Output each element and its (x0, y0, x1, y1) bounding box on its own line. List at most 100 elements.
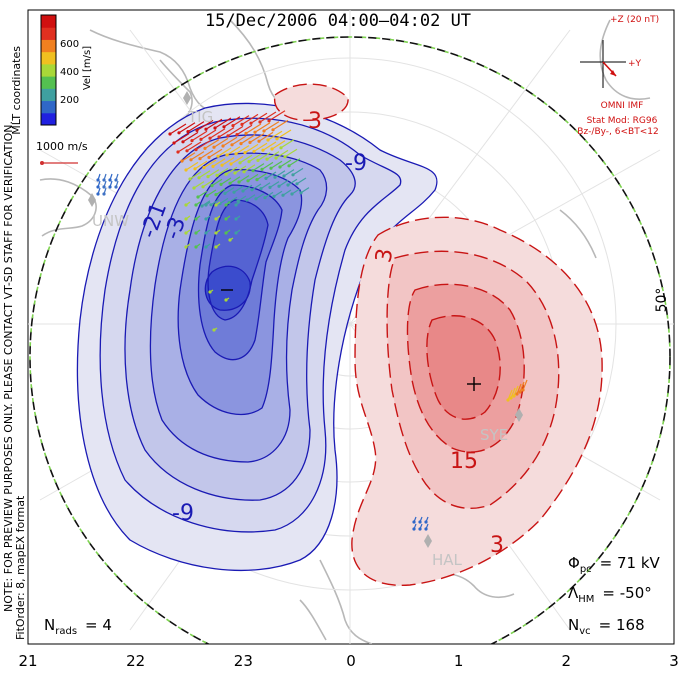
velocity-vector (223, 116, 241, 128)
velocity-vector (287, 178, 298, 186)
stat-lambda: ΛHM = -50° (568, 584, 652, 605)
velocity-vector (230, 155, 244, 165)
velocity-vector-origin (96, 185, 100, 189)
velocity-vector (233, 185, 244, 193)
velocity-vector (173, 133, 190, 144)
velocity-vector-origin (209, 203, 213, 207)
velocity-vector (272, 119, 289, 131)
velocity-vector (260, 182, 271, 190)
velocity-vector-origin (210, 184, 214, 188)
velocity-vector (519, 381, 525, 393)
velocity-vector (203, 159, 217, 169)
velocity-vector-origin (243, 151, 247, 155)
velocity-vector-origin (248, 140, 252, 144)
velocity-vector-origin (207, 155, 211, 159)
colorbar-swatch (41, 51, 56, 65)
colorbar-border (40, 14, 57, 126)
velocity-vector (284, 148, 298, 158)
velocity-vector-origin (205, 194, 209, 198)
imf-z-label: +Z (20 nT) (610, 15, 659, 25)
velocity-vector-origin (260, 167, 264, 171)
velocity-vector (216, 167, 229, 176)
velocity-vector-origin (208, 136, 212, 140)
colorbar-swatch (41, 39, 56, 53)
positive-contours (273, 83, 603, 586)
velocity-vector-origin (233, 171, 237, 175)
velocity-vector-origin (277, 184, 281, 188)
velocity-vector-origin (194, 245, 198, 249)
velocity-vector-origin (228, 238, 232, 242)
velocity-vector-origin (424, 527, 428, 531)
hm-boundary-green (29, 36, 671, 644)
velocity-vector-origin (269, 166, 273, 170)
velocity-vector-origin (217, 135, 221, 139)
velocity-vector (178, 122, 196, 134)
velocity-vector (234, 165, 247, 174)
velocity-vector-origin (299, 191, 303, 195)
velocity-vector-origin (506, 398, 510, 402)
x-tick-label: 2 (562, 652, 572, 670)
velocity-vector-origin (291, 173, 295, 177)
velocity-vector-origin (282, 174, 286, 178)
velocity-vector (236, 124, 253, 136)
velocity-vector-origin (193, 167, 197, 171)
x-axis: 21 22 23 0 1 2 3 (18, 652, 678, 670)
velocity-vector (256, 172, 268, 181)
side-note-fitorder: FitOrder: 8, mapEX format (14, 495, 27, 640)
imf-condition: Bz-/By-, 6<BT<12 (577, 127, 658, 137)
velocity-vector (244, 143, 259, 154)
velocity-vector-origin (208, 290, 212, 294)
reference-vector-label: 1000 m/s (36, 140, 88, 153)
contour-label-neg-4: -9 (172, 501, 194, 526)
velocity-vector-origin (241, 189, 245, 193)
velocity-vector-origin (195, 128, 199, 132)
colorbar-swatch (41, 15, 56, 28)
velocity-vector-origin (264, 176, 268, 180)
velocity-vectors (96, 110, 528, 531)
velocity-vector-origin (232, 190, 236, 194)
velocity-vector-origin (204, 217, 208, 221)
velocity-vector (189, 171, 202, 180)
velocity-vector-origin (234, 152, 238, 156)
velocity-vector (227, 125, 244, 137)
velocity-vector-origin (234, 203, 238, 207)
station-marker-hal (424, 534, 432, 548)
velocity-vector-origin (203, 146, 207, 150)
velocity-vector-origin (242, 170, 246, 174)
velocity-vector-origin (271, 128, 275, 132)
velocity-vector-origin (247, 160, 251, 164)
velocity-vector (199, 149, 214, 160)
velocity-vector-origin (192, 186, 196, 190)
velocity-vector (262, 141, 277, 151)
velocity-vector-origin (190, 139, 194, 143)
velocity-vector (250, 112, 268, 124)
velocity-vector (257, 152, 271, 161)
velocity-vector-origin (225, 153, 229, 157)
velocity-vector-origin (226, 134, 230, 138)
velocity-vector (211, 178, 223, 187)
colorbar-swatch (41, 27, 56, 40)
negative-contours (76, 102, 438, 572)
velocity-vector-origin (214, 203, 218, 207)
station-label-unw: UNW (92, 212, 129, 230)
velocity-vector (177, 142, 193, 153)
velocity-vector-origin (114, 185, 118, 189)
colorbar-swatch (41, 63, 56, 77)
velocity-vector-origin (215, 173, 219, 177)
imf-clock: +Z (20 nT) +Y OMNI IMF Stat Mod: RG96 Bz… (577, 15, 659, 137)
velocity-vector-origin (224, 298, 228, 302)
velocity-vector (224, 187, 235, 194)
velocity-vector-origin (102, 185, 106, 189)
contour-label-neg-1: -9 (345, 151, 367, 176)
colorbar-swatch (41, 112, 56, 126)
velocity-vector (212, 158, 226, 167)
velocity-vector-origin (213, 126, 217, 130)
velocity-vector (195, 140, 211, 151)
velocity-vector-origin (250, 188, 254, 192)
velocity-vector-origin (194, 217, 198, 221)
velocity-vector-origin (214, 231, 218, 235)
velocity-colorbar (40, 14, 57, 126)
stat-nvc: Nvc = 168 (568, 616, 645, 637)
velocity-vector-origin (224, 203, 228, 207)
velocity-vector-origin (235, 133, 239, 137)
